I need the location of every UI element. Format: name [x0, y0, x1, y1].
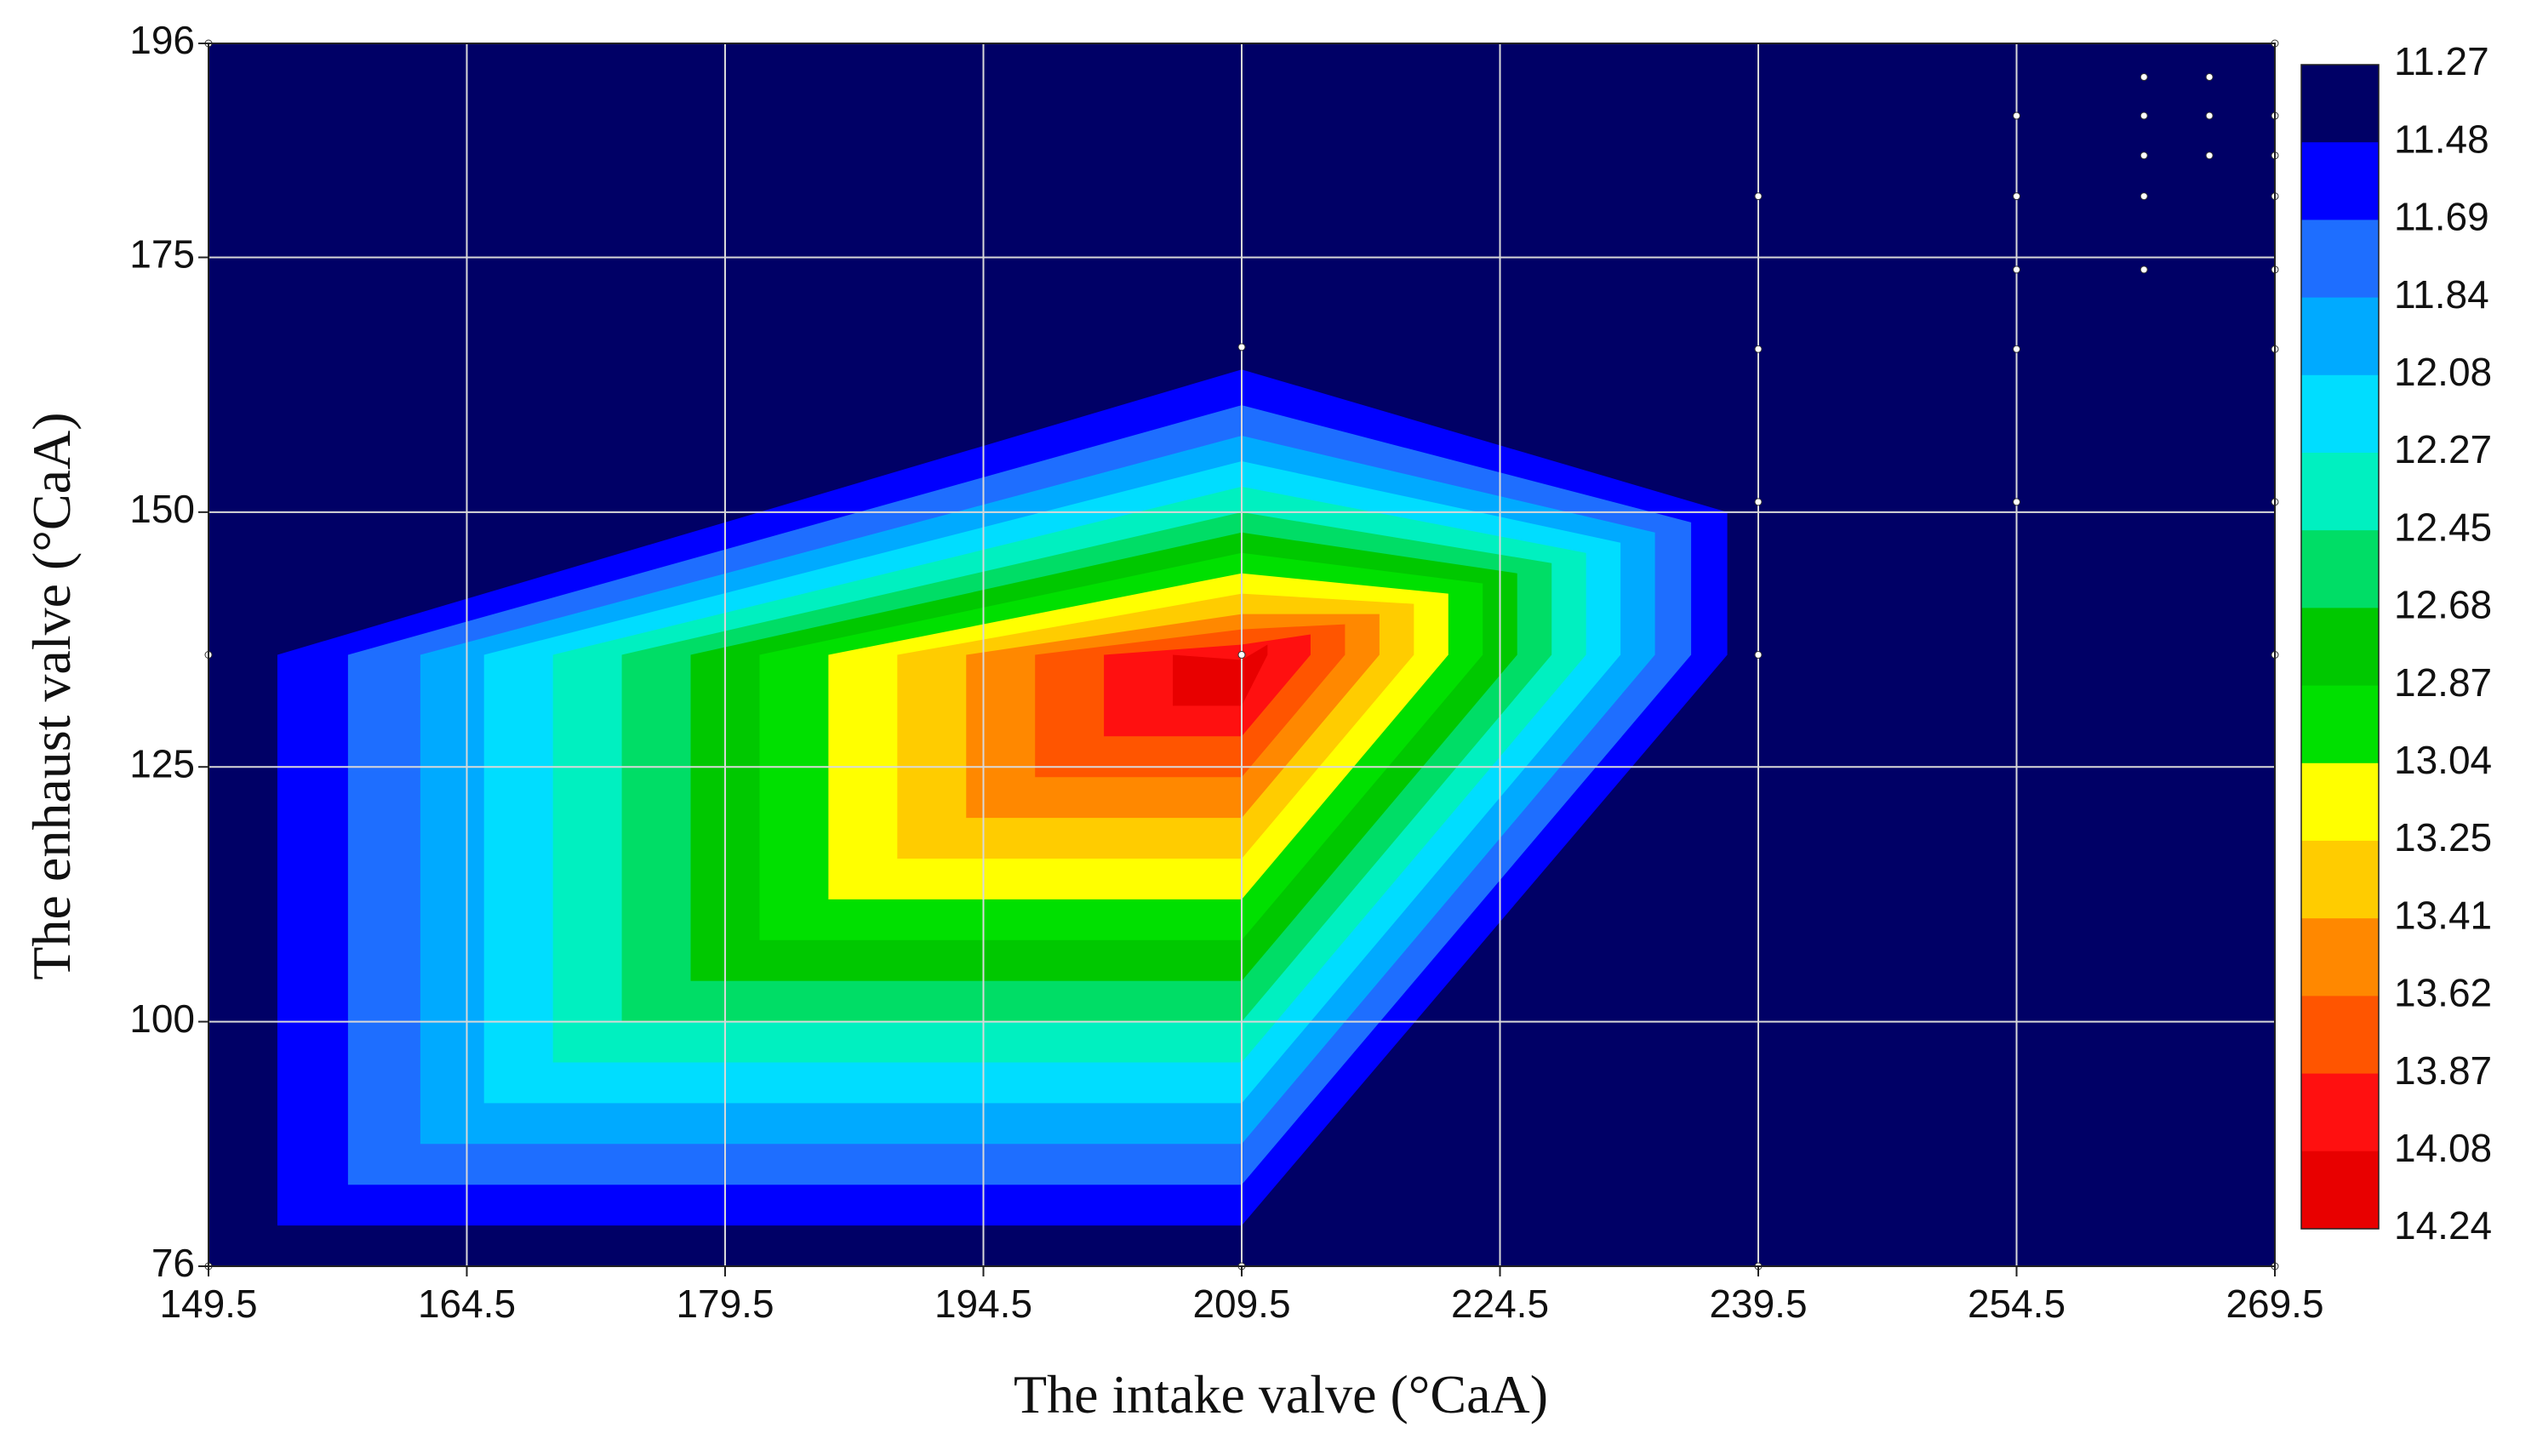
x-tick-label: 149.5 — [159, 1282, 257, 1326]
colorbar-label: 11.48 — [2394, 117, 2489, 161]
colorbar-label: 13.25 — [2394, 815, 2492, 859]
sample-point — [2205, 151, 2214, 160]
x-tick-label: 239.5 — [1709, 1282, 1807, 1326]
sample-point — [2140, 73, 2148, 82]
colorbar-band — [2301, 996, 2379, 1075]
colorbar-band — [2301, 685, 2379, 764]
colorbar-label: 11.27 — [2394, 39, 2489, 83]
sample-point — [2140, 192, 2148, 201]
colorbar-label: 14.24 — [2394, 1203, 2492, 1248]
colorbar-label: 12.08 — [2394, 350, 2492, 394]
x-tick-label: 254.5 — [1968, 1282, 2066, 1326]
y-axis-title: The enhaust valve (°CaA) — [21, 412, 82, 979]
colorbar-band — [2301, 608, 2379, 687]
y-tick-label: 100 — [129, 996, 195, 1041]
colorbar-band — [2301, 530, 2379, 608]
x-tick-label: 164.5 — [418, 1282, 516, 1326]
sample-point — [1237, 651, 1246, 659]
colorbar-band — [2301, 220, 2379, 299]
x-axis-title: The intake valve (°CaA) — [1014, 1364, 1548, 1425]
colorbar-label: 12.27 — [2394, 427, 2492, 471]
colorbar-label: 11.84 — [2394, 272, 2489, 317]
sample-point — [2013, 498, 2020, 506]
x-tick-label: 209.5 — [1192, 1282, 1290, 1326]
x-tick-label: 179.5 — [676, 1282, 774, 1326]
y-tick-label: 150 — [129, 487, 195, 531]
colorbar-band — [2301, 918, 2379, 996]
colorbar-frame — [2300, 64, 2380, 1230]
colorbar-label: 12.45 — [2394, 505, 2492, 549]
colorbar-band — [2301, 1151, 2379, 1230]
colorbar-band — [2301, 65, 2379, 143]
colorbar-label: 14.08 — [2394, 1126, 2492, 1170]
sample-point — [1237, 343, 1246, 351]
sample-point — [1754, 651, 1763, 659]
colorbar-band — [2301, 841, 2379, 919]
sample-point — [2013, 111, 2020, 120]
y-tick-label: 175 — [129, 232, 195, 277]
colorbar-band — [2301, 297, 2379, 376]
y-tick-label: 125 — [129, 741, 195, 785]
sample-point — [1754, 345, 1763, 353]
colorbar-label: 13.41 — [2394, 893, 2492, 937]
colorbar-label: 13.62 — [2394, 971, 2492, 1015]
colorbar-band — [2301, 374, 2379, 454]
colorbar-band — [2301, 453, 2379, 531]
colorbar-label: 11.69 — [2394, 195, 2489, 239]
sample-point — [2140, 151, 2148, 160]
y-tick-label: 196 — [129, 18, 195, 62]
sample-point — [2140, 266, 2148, 274]
colorbar-label: 13.04 — [2394, 738, 2492, 782]
sample-point — [1754, 192, 1763, 201]
colorbar-label: 13.87 — [2394, 1048, 2492, 1093]
x-tick-label: 269.5 — [2226, 1282, 2323, 1326]
x-tick-label: 194.5 — [934, 1282, 1032, 1326]
sample-point — [1754, 498, 1763, 506]
colorbar-label: 12.68 — [2394, 583, 2492, 627]
colorbar-band — [2301, 1073, 2379, 1152]
sample-point — [2205, 73, 2214, 82]
sample-point — [2205, 111, 2214, 120]
contour-region — [1173, 644, 1268, 706]
sample-point — [2013, 345, 2020, 353]
colorbar-band — [2301, 142, 2379, 220]
y-tick-label: 76 — [151, 1241, 195, 1285]
colorbar-label: 12.87 — [2394, 660, 2492, 705]
sample-point — [2013, 266, 2020, 274]
sample-point — [2140, 111, 2148, 120]
sample-point — [2013, 192, 2020, 201]
x-tick-label: 224.5 — [1451, 1282, 1549, 1326]
colorbar-band — [2301, 762, 2379, 842]
